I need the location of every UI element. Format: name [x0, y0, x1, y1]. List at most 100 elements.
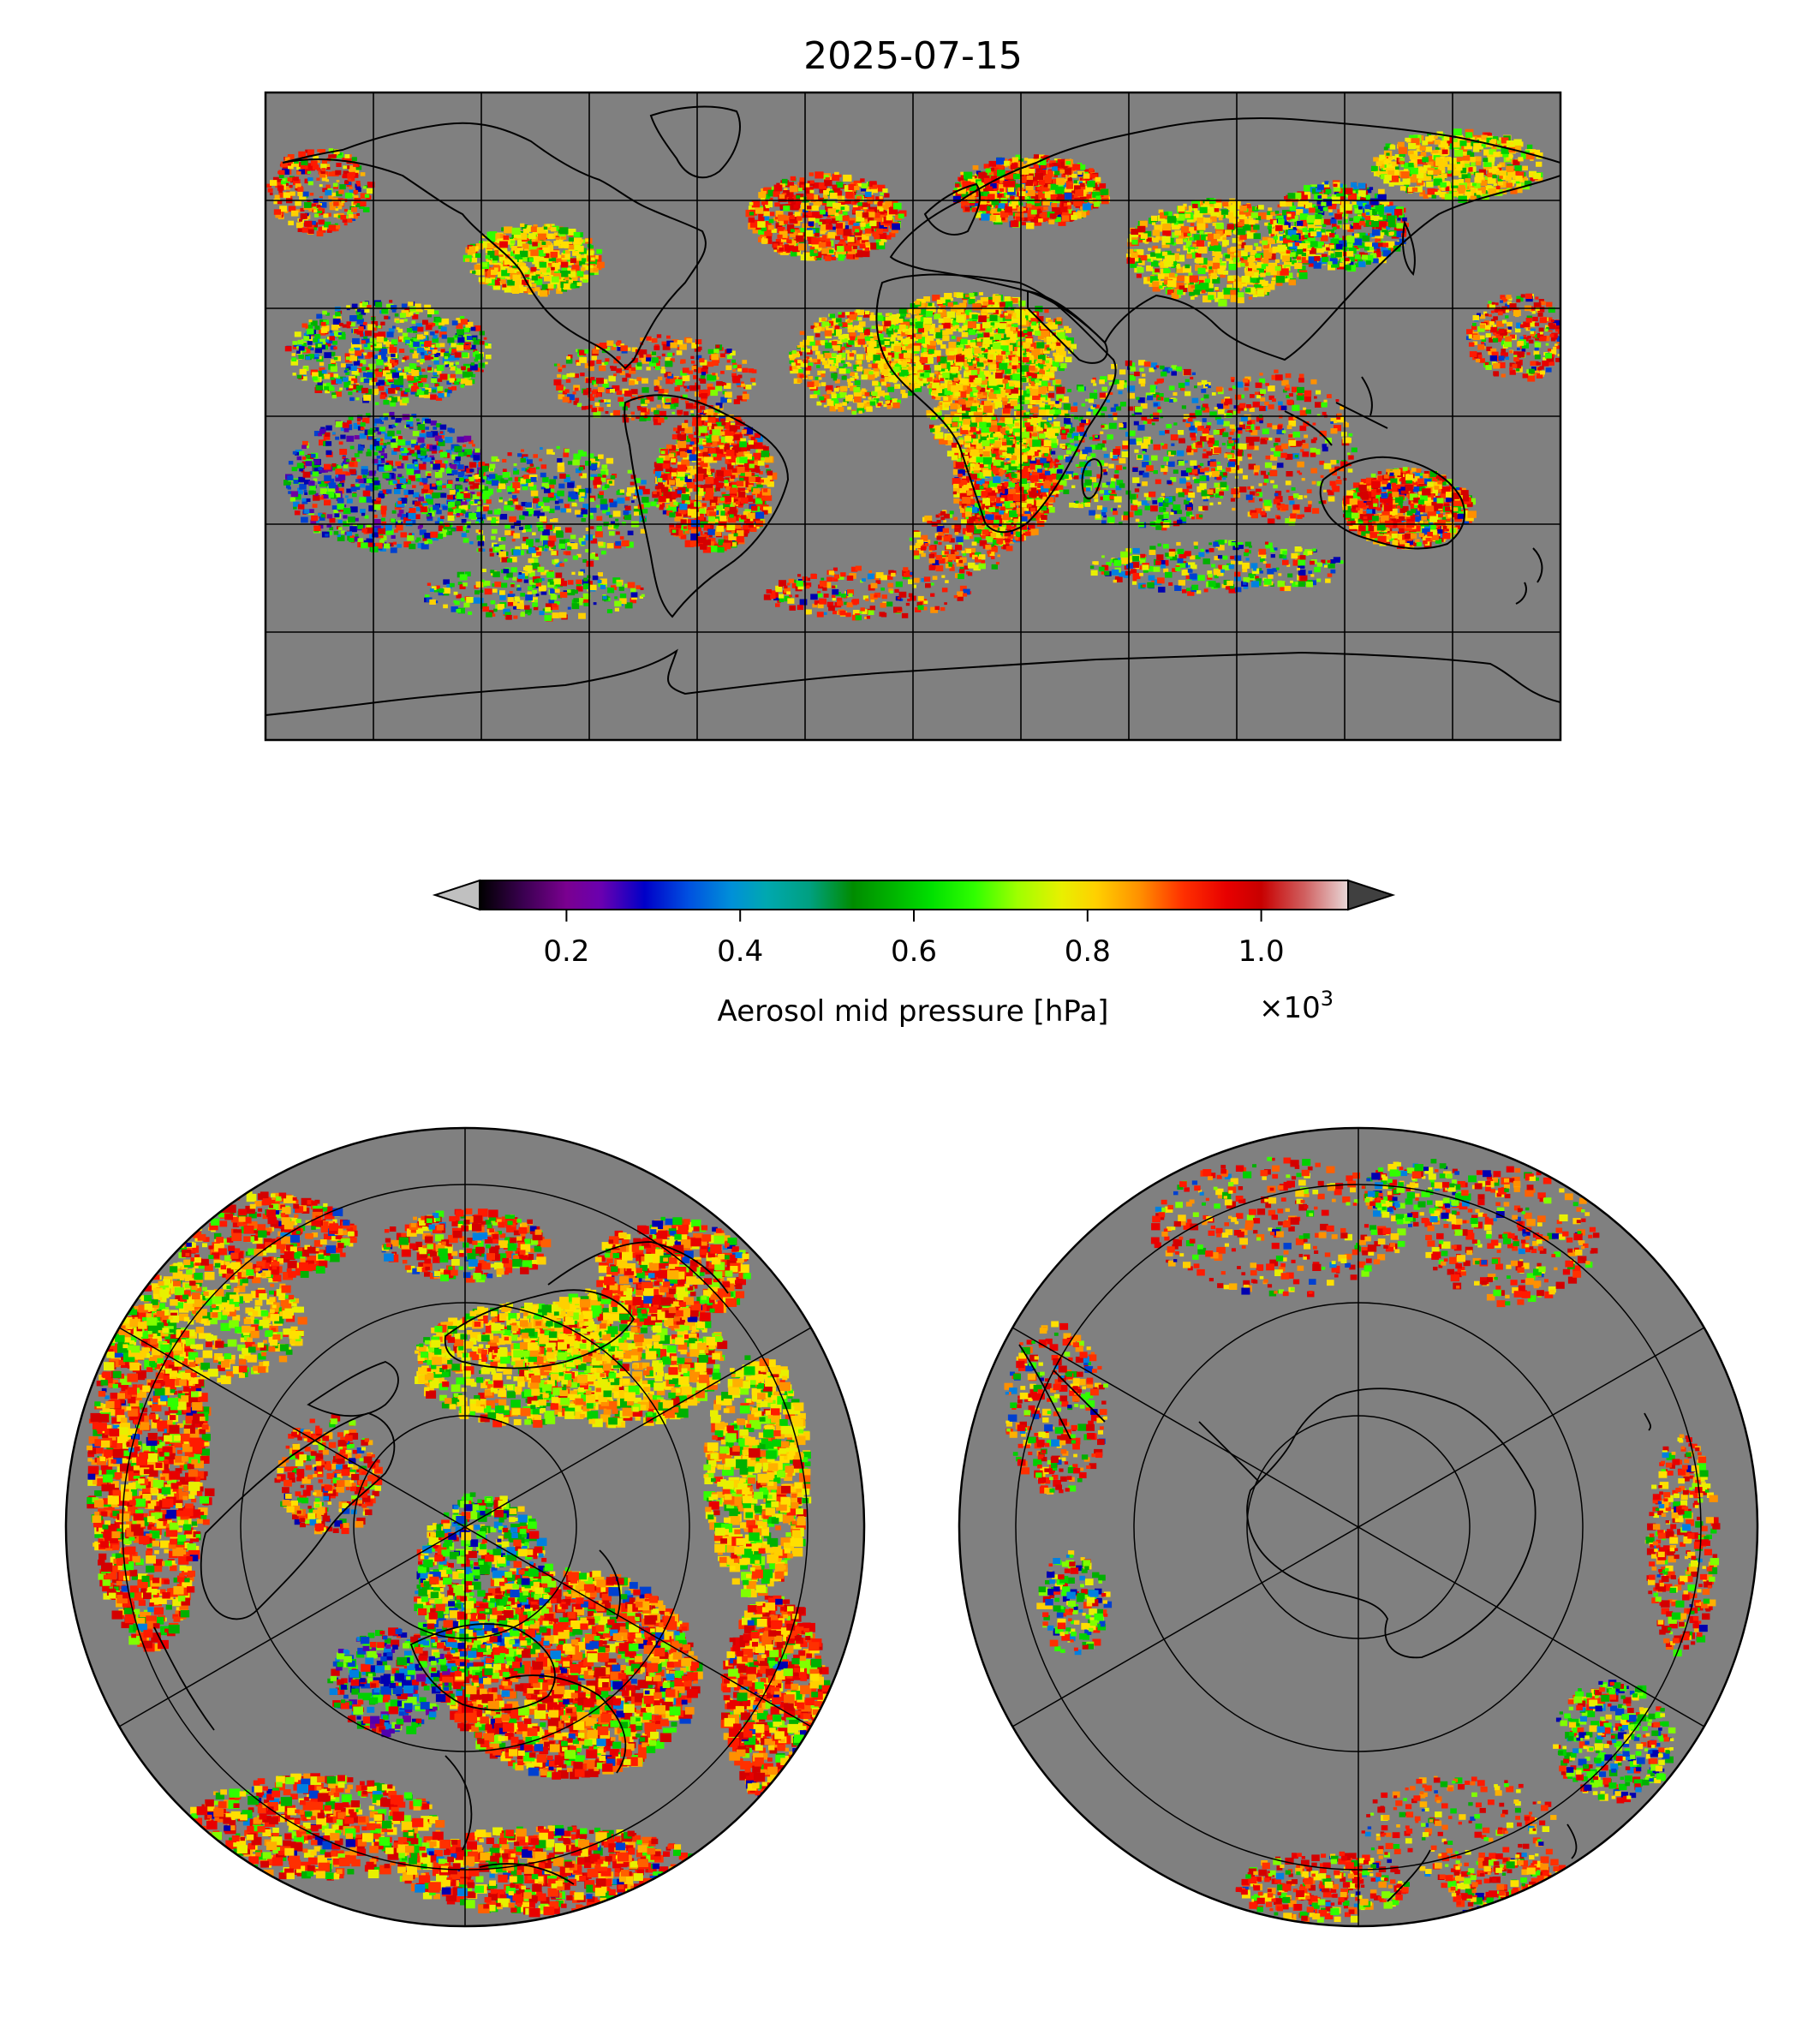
aerosol-pixel — [976, 505, 982, 511]
aerosol-pixel — [990, 389, 994, 392]
aerosol-pixel — [950, 403, 958, 409]
aerosol-pixel — [1000, 340, 1008, 346]
aerosol-pixel — [737, 467, 745, 474]
aerosol-pixel — [1043, 509, 1049, 514]
aerosol-pixel — [952, 421, 958, 427]
aerosol-pixel — [1056, 345, 1065, 353]
aerosol-pixel — [1047, 401, 1055, 407]
aerosol-pixel — [994, 322, 1003, 329]
aerosol-pixel — [940, 423, 944, 427]
aerosol-pixel — [951, 385, 959, 392]
aerosol-pixel — [1354, 501, 1364, 509]
aerosol-pixel — [944, 293, 952, 300]
aerosol-pixel — [1379, 519, 1386, 525]
aerosol-pixel — [956, 419, 964, 426]
aerosol-pixel — [981, 370, 989, 377]
aerosol-pixel — [1442, 525, 1447, 529]
aerosol-pixel — [976, 390, 982, 394]
aerosol-pixel — [701, 503, 707, 507]
aerosol-pixel — [1016, 433, 1024, 441]
aerosol-pixel — [984, 432, 994, 439]
aerosol-pixel — [1063, 325, 1069, 330]
aerosol-pixel — [981, 348, 985, 351]
aerosol-pixel — [985, 343, 990, 348]
aerosol-pixel — [952, 468, 961, 475]
aerosol-pixel — [888, 372, 895, 378]
aerosol-pixel — [1029, 365, 1035, 371]
aerosol-pixel — [1009, 455, 1017, 462]
aerosol-pixel — [958, 501, 965, 506]
aerosol-pixel — [1359, 481, 1364, 486]
aerosol-pixel — [708, 447, 716, 454]
aerosol-pixel — [1424, 479, 1432, 485]
aerosol-pixel — [868, 212, 875, 218]
aerosol-pixel — [707, 427, 712, 431]
aerosol-pixel — [1027, 419, 1035, 425]
aerosol-pixel — [1032, 426, 1040, 433]
aerosol-pixel — [947, 302, 953, 307]
aerosol-pixel — [953, 483, 960, 489]
aerosol-pixel — [1039, 439, 1044, 443]
aerosol-pixel — [700, 544, 707, 550]
aerosol-pixel — [918, 327, 924, 333]
aerosol-pixel — [953, 304, 961, 310]
aerosol-pixel — [744, 490, 749, 493]
aerosol-pixel — [953, 377, 959, 382]
aerosol-pixel — [504, 286, 511, 293]
aerosol-pixel — [743, 476, 749, 481]
aerosol-pixel — [1017, 318, 1027, 325]
aerosol-pixel — [1044, 405, 1051, 410]
aerosol-pixel — [734, 416, 742, 422]
aerosol-pixel — [677, 490, 682, 494]
aerosol-pixel — [689, 540, 699, 547]
aerosol-pixel — [831, 256, 837, 260]
aerosol-pixel — [783, 206, 791, 212]
aerosol-pixel — [812, 206, 819, 211]
aerosol-pixel — [716, 525, 725, 532]
aerosol-pixel — [765, 464, 769, 468]
aerosol-pixel — [987, 354, 994, 360]
aerosol-pixel — [1041, 330, 1050, 338]
aerosol-pixel — [980, 434, 989, 442]
aerosol-pixel — [829, 249, 834, 254]
aerosol-pixel — [1010, 333, 1018, 341]
aerosol-pixel — [942, 299, 951, 307]
aerosol-pixel — [994, 425, 1002, 431]
aerosol-pixel — [1032, 393, 1041, 400]
aerosol-pixel — [1040, 360, 1045, 365]
map-title: 2025-07-15 — [803, 34, 1023, 78]
aerosol-pixel — [981, 400, 987, 405]
aerosol-pixel — [653, 498, 659, 502]
aerosol-pixel — [964, 453, 970, 458]
aerosol-pixel — [761, 238, 768, 244]
aerosol-pixel — [847, 236, 855, 242]
aerosol-pixel — [927, 377, 933, 382]
aerosol-pixel — [1019, 398, 1027, 404]
aerosol-pixel — [869, 220, 877, 227]
aerosol-pixel — [1010, 422, 1016, 427]
aerosol-pixel — [918, 302, 925, 308]
aerosol-pixel — [1376, 523, 1386, 531]
aerosol-pixel — [789, 185, 798, 193]
aerosol-pixel — [1002, 513, 1011, 521]
aerosol-pixel — [994, 431, 1001, 437]
aerosol-pixel — [1031, 436, 1038, 441]
aerosol-pixel — [1026, 455, 1032, 460]
aerosol-pixel — [1463, 510, 1469, 515]
aerosol-pixel — [984, 463, 988, 467]
aerosol-pixel — [988, 358, 993, 362]
aerosol-pixel — [1401, 477, 1411, 485]
aerosol-pixel — [1032, 439, 1041, 447]
aerosol-pixel — [972, 360, 977, 364]
aerosol-pixel — [1011, 327, 1016, 331]
aerosol-pixel — [995, 316, 1005, 324]
aerosol-pixel — [973, 464, 982, 471]
aerosol-pixel — [1365, 534, 1370, 537]
aerosol-pixel — [698, 453, 703, 457]
aerosol-pixel — [1043, 366, 1049, 371]
aerosol-pixel — [1055, 319, 1062, 325]
aerosol-pixel — [1030, 457, 1035, 461]
aerosol-pixel — [1004, 296, 1011, 301]
aerosol-pixel — [994, 509, 999, 513]
aerosol-pixel — [901, 349, 908, 355]
